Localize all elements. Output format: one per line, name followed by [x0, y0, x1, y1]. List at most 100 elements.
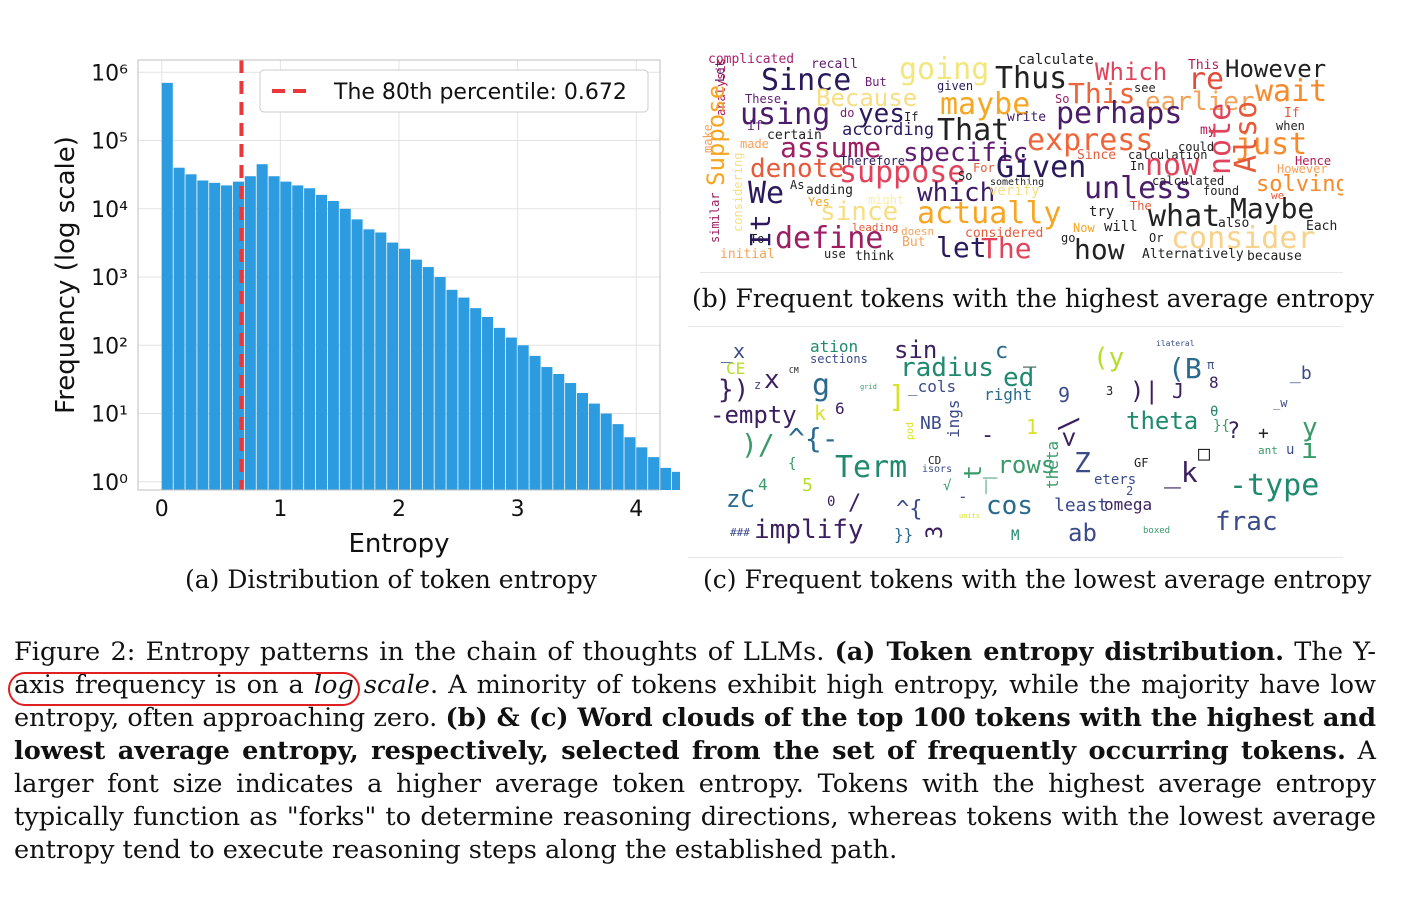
histogram-bar [399, 248, 411, 490]
high-entropy-word: Since [1077, 148, 1117, 163]
histogram-bar [612, 424, 624, 490]
low-entropy-word: ] [888, 380, 907, 415]
low-entropy-word: (B [1168, 352, 1202, 385]
high-entropy-word: As [790, 178, 805, 192]
high-entropy-word: That [937, 113, 1010, 148]
low-entropy-word: grid [860, 383, 877, 391]
histogram-bar [671, 471, 680, 490]
high-entropy-word: This [1068, 77, 1136, 110]
histogram-bar [173, 167, 185, 490]
high-entropy-word: we [1271, 189, 1285, 202]
low-entropy-word: 0 [827, 494, 836, 510]
low-entropy-word: isors [922, 464, 953, 475]
low-entropy-word: NB [920, 413, 942, 434]
high-entropy-word: We [748, 176, 785, 211]
histogram-bar [636, 447, 648, 490]
high-entropy-word: think [855, 249, 895, 264]
histogram-bar [458, 297, 470, 490]
high-entropy-word: If [1284, 106, 1300, 121]
low-entropy-word: M [1011, 528, 1020, 544]
low-entropy-word: boxed [1143, 526, 1171, 536]
chart-legend: The 80th percentile: 0.672 [259, 69, 649, 113]
low-entropy-word: Z [1074, 446, 1091, 479]
low-entropy-word: sections [810, 352, 868, 366]
histogram-bar [493, 327, 505, 490]
low-entropy-word: cos [986, 491, 1033, 521]
low-entropy-word: i [1301, 432, 1318, 465]
low-entropy-word: ings [944, 399, 963, 438]
low-entropy-word: frac [1215, 507, 1278, 537]
low-entropy-word: 9 [1058, 383, 1071, 407]
high-entropy-word: adding [806, 183, 853, 198]
low-entropy-word: z [754, 378, 762, 392]
caption-a-text: The Y-axis frequency is on a [14, 637, 1376, 700]
caption-a-text-2: . A minority of tokens exhibit high entr… [14, 670, 1376, 733]
low-entropy-word: ? [1227, 419, 1241, 444]
histogram-bar [553, 373, 565, 490]
high-entropy-word: Each [1306, 219, 1338, 234]
low-entropy-word: ^{- [788, 422, 839, 455]
legend-box [259, 69, 649, 113]
high-entropy-word: Or [1149, 231, 1164, 245]
y-tick-label: 10³ [91, 266, 128, 291]
histogram-bar [648, 457, 660, 490]
highlight-annotation [8, 672, 360, 706]
histogram-bar [660, 467, 672, 490]
high-entropy-word: do [840, 106, 855, 120]
low-entropy-word: CE [726, 359, 746, 378]
low-entropy-word: }} [894, 525, 914, 544]
histogram-bar [541, 367, 553, 490]
histogram-bar [315, 194, 328, 491]
high-entropy-word: Let [713, 60, 727, 82]
x-tick-label: 2 [392, 497, 406, 522]
high-entropy-word: doesn [901, 225, 935, 238]
high-entropy-word: Therefore [840, 154, 906, 168]
low-entropy-word: least [1054, 495, 1109, 516]
low-entropy-word: theta [1043, 440, 1062, 489]
low-entropy-word: ^{ [896, 497, 923, 522]
low-entropy-word: J [1172, 379, 1185, 403]
high-entropy-word: since [820, 197, 899, 227]
low-entropy-word: 3 [1106, 384, 1114, 398]
y-tick-label: 10¹ [91, 403, 128, 428]
low-entropy-word: g [812, 368, 831, 403]
high-entropy-word: considered [965, 226, 1044, 241]
histogram-bar [268, 176, 280, 490]
low-entropy-word: π [1207, 358, 1215, 372]
caption-intro: Entropy patterns in the chain of thought… [135, 637, 835, 667]
high-entropy-word: certain [767, 128, 822, 143]
histogram-bar [624, 437, 636, 490]
y-tick-labels: 10⁰ 10¹ 10² 10³ 10⁴ 10⁵ 10⁶ [91, 61, 128, 496]
high-entropy-word: If [904, 110, 919, 124]
low-entropy-word: / [848, 491, 862, 516]
high-entropy-word: Hence [1295, 154, 1332, 168]
high-entropy-word: It [744, 214, 777, 248]
legend-label: The 80th percentile: 0.672 [333, 80, 627, 105]
low-entropy-word: radius [900, 353, 994, 383]
high-entropy-word: also [1218, 216, 1250, 231]
low-entropy-word: )| [1130, 377, 1159, 405]
low-entropy-word: -type [1229, 468, 1320, 503]
figure-caption: Figure 2: Entropy patterns in the chain … [14, 636, 1376, 867]
high-entropy-word: verify [989, 183, 1040, 199]
high-entropy-word: initial [720, 247, 775, 262]
low-entropy-word: )/ [741, 428, 775, 461]
low-entropy-word: zC [726, 485, 755, 513]
word-cloud-high-entropy: complicated recall going calculate Which This… [700, 52, 1343, 273]
histogram-bar [351, 219, 363, 490]
histogram-bar [576, 393, 589, 490]
histogram-bar [422, 267, 434, 490]
high-entropy-word: which [917, 178, 996, 208]
low-entropy-word: ant [1258, 444, 1278, 457]
low-entropy-word: Term [835, 450, 908, 485]
low-entropy-word: theta [1126, 407, 1199, 435]
high-entropy-word: going [899, 52, 990, 87]
low-entropy-word: units [959, 512, 981, 520]
low-entropy-word: + [1258, 423, 1269, 444]
x-tick-label: 3 [511, 497, 525, 522]
high-entropy-word: Yes [808, 195, 830, 209]
high-entropy-word: when [1276, 119, 1305, 133]
high-entropy-word: leading [852, 221, 899, 234]
high-entropy-word: go [1061, 231, 1076, 245]
histogram-bar [197, 180, 209, 490]
